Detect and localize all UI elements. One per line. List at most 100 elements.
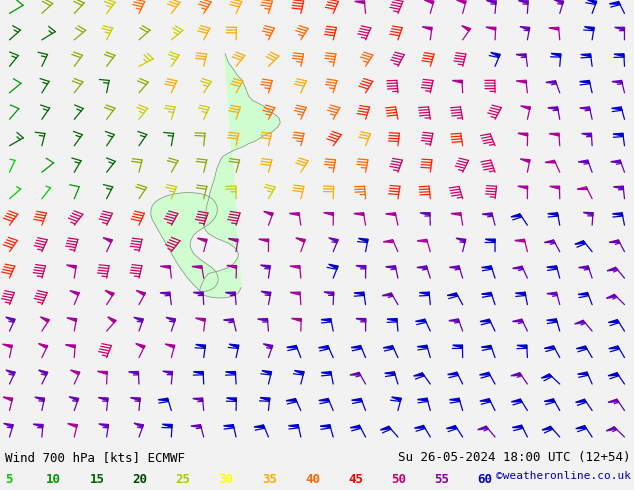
- Polygon shape: [554, 0, 564, 4]
- Polygon shape: [611, 160, 621, 163]
- Polygon shape: [254, 425, 264, 428]
- Text: 15: 15: [89, 473, 105, 486]
- Polygon shape: [422, 27, 432, 30]
- Polygon shape: [356, 318, 366, 321]
- Polygon shape: [511, 399, 522, 402]
- Polygon shape: [608, 373, 619, 376]
- Polygon shape: [579, 107, 590, 110]
- Polygon shape: [136, 291, 145, 295]
- Polygon shape: [547, 293, 557, 295]
- Polygon shape: [287, 345, 297, 348]
- Polygon shape: [356, 266, 366, 269]
- Polygon shape: [515, 292, 526, 295]
- Polygon shape: [456, 238, 465, 242]
- Polygon shape: [225, 292, 235, 295]
- Polygon shape: [515, 239, 525, 242]
- Polygon shape: [520, 26, 529, 30]
- Polygon shape: [228, 239, 238, 242]
- Polygon shape: [481, 293, 492, 295]
- Polygon shape: [103, 238, 112, 243]
- Polygon shape: [583, 212, 593, 216]
- Polygon shape: [259, 239, 269, 242]
- Polygon shape: [67, 265, 76, 269]
- Polygon shape: [482, 213, 493, 216]
- Text: 60: 60: [477, 473, 493, 486]
- Polygon shape: [328, 264, 338, 269]
- Polygon shape: [579, 80, 590, 83]
- Polygon shape: [415, 425, 425, 428]
- Polygon shape: [193, 398, 203, 401]
- Polygon shape: [544, 240, 555, 243]
- Polygon shape: [260, 397, 269, 401]
- Polygon shape: [39, 343, 48, 348]
- Polygon shape: [134, 318, 143, 321]
- Polygon shape: [606, 427, 616, 431]
- Polygon shape: [548, 107, 558, 110]
- Polygon shape: [544, 399, 555, 401]
- Polygon shape: [453, 345, 462, 348]
- Polygon shape: [419, 292, 429, 295]
- Polygon shape: [200, 53, 280, 298]
- Polygon shape: [541, 374, 552, 378]
- Polygon shape: [328, 238, 338, 242]
- Polygon shape: [609, 346, 619, 348]
- Polygon shape: [99, 424, 108, 427]
- Polygon shape: [512, 319, 523, 322]
- Polygon shape: [485, 239, 495, 242]
- Polygon shape: [511, 214, 521, 217]
- Polygon shape: [286, 399, 297, 401]
- Polygon shape: [607, 268, 618, 271]
- Text: 35: 35: [262, 473, 277, 486]
- Polygon shape: [581, 54, 591, 57]
- Polygon shape: [574, 320, 585, 324]
- Polygon shape: [456, 0, 466, 4]
- Polygon shape: [449, 319, 459, 321]
- Polygon shape: [462, 25, 470, 31]
- Polygon shape: [350, 425, 361, 428]
- Polygon shape: [612, 107, 622, 110]
- Polygon shape: [417, 266, 427, 269]
- Polygon shape: [318, 345, 329, 348]
- Polygon shape: [289, 213, 299, 216]
- Polygon shape: [491, 52, 500, 57]
- Polygon shape: [226, 398, 236, 401]
- Text: 30: 30: [219, 473, 234, 486]
- Polygon shape: [98, 397, 108, 401]
- Polygon shape: [518, 186, 527, 189]
- Polygon shape: [351, 398, 362, 401]
- Polygon shape: [517, 345, 527, 348]
- Polygon shape: [193, 371, 204, 374]
- Polygon shape: [417, 345, 427, 348]
- Polygon shape: [542, 426, 552, 430]
- Polygon shape: [512, 425, 523, 428]
- Polygon shape: [226, 371, 235, 374]
- Polygon shape: [614, 54, 624, 57]
- Polygon shape: [290, 292, 300, 295]
- Polygon shape: [3, 344, 12, 348]
- Polygon shape: [261, 292, 271, 295]
- Polygon shape: [486, 27, 496, 30]
- Polygon shape: [481, 345, 492, 348]
- Polygon shape: [350, 372, 360, 375]
- Polygon shape: [382, 293, 392, 295]
- Polygon shape: [424, 0, 434, 4]
- Polygon shape: [383, 240, 394, 243]
- Polygon shape: [354, 292, 364, 295]
- Text: 40: 40: [305, 473, 320, 486]
- Polygon shape: [549, 133, 559, 136]
- Polygon shape: [550, 186, 560, 189]
- Polygon shape: [417, 240, 427, 242]
- Polygon shape: [39, 370, 48, 375]
- Polygon shape: [229, 344, 239, 348]
- Polygon shape: [383, 345, 394, 348]
- Polygon shape: [196, 344, 205, 348]
- Polygon shape: [41, 317, 49, 322]
- Polygon shape: [70, 370, 80, 375]
- Polygon shape: [446, 426, 457, 429]
- Polygon shape: [65, 345, 75, 348]
- Polygon shape: [413, 373, 424, 376]
- Polygon shape: [420, 213, 430, 216]
- Polygon shape: [549, 27, 559, 30]
- Polygon shape: [575, 241, 585, 244]
- Polygon shape: [477, 426, 488, 430]
